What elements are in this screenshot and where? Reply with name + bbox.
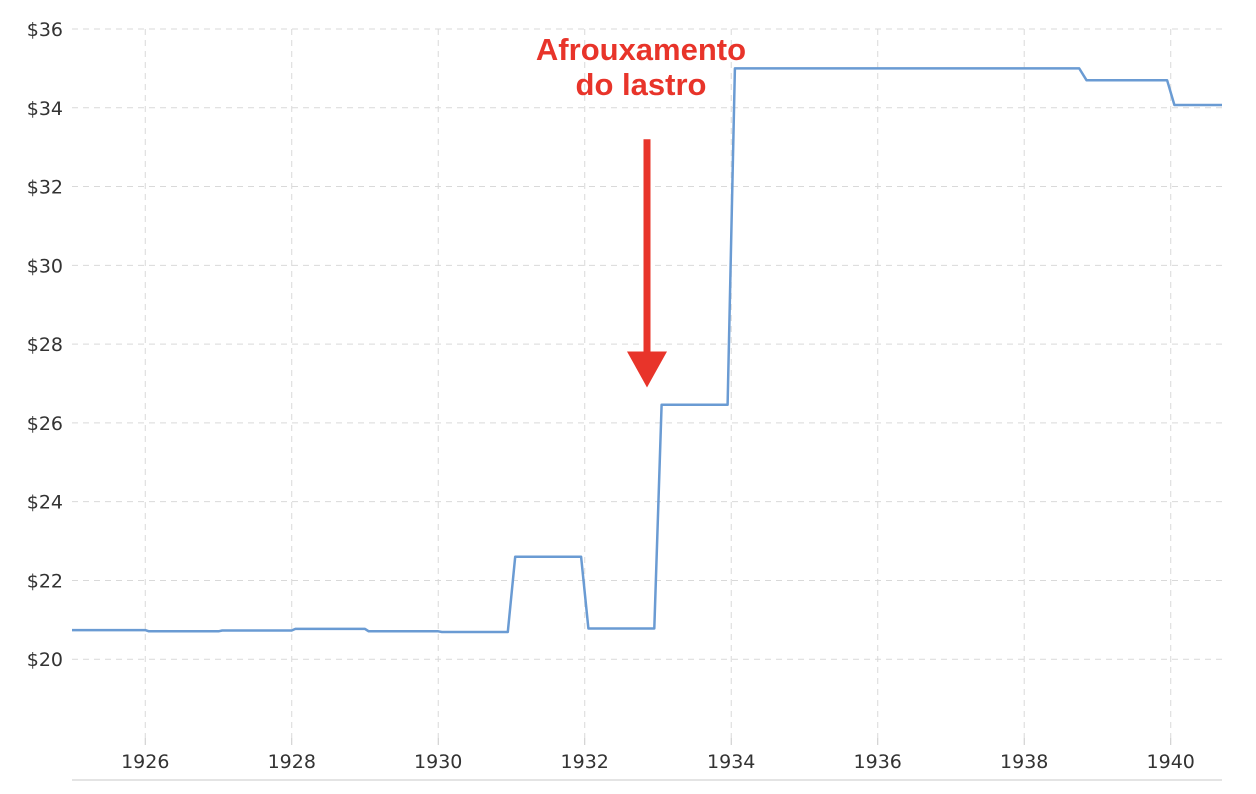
x-axis-ticks: 1926 1928 1930 1932 1934 1936 1938 1940 <box>121 738 1195 773</box>
series-layer <box>72 67 1222 634</box>
x-tick-label: 1930 <box>414 751 462 773</box>
y-tick-label: $34 <box>27 98 63 120</box>
x-tick-label: 1932 <box>561 751 609 773</box>
y-tick-label: $28 <box>27 334 63 356</box>
x-tick-label: 1926 <box>121 751 169 773</box>
y-tick-label: $32 <box>27 177 63 199</box>
x-tick-label: 1934 <box>707 751 755 773</box>
y-tick-label: $36 <box>27 19 63 41</box>
annotation-text-line: Afrouxamento <box>536 32 746 67</box>
y-tick-label: $22 <box>27 570 63 592</box>
annotation-text-line: do lastro <box>576 67 707 102</box>
series-line <box>72 67 1222 634</box>
y-tick-label: $24 <box>27 492 63 514</box>
x-tick-label: 1940 <box>1147 751 1195 773</box>
x-tick-label: 1928 <box>268 751 316 773</box>
y-tick-label: $26 <box>27 413 63 435</box>
y-tick-label: $20 <box>27 649 63 671</box>
y-axis-ticks: $20 $22 $24 $26 $28 $30 $32 $34 $36 <box>27 19 63 671</box>
y-tick-label: $30 <box>27 255 63 277</box>
x-tick-label: 1936 <box>854 751 902 773</box>
annotation-arrow <box>627 139 667 388</box>
x-tick-label: 1938 <box>1000 751 1048 773</box>
